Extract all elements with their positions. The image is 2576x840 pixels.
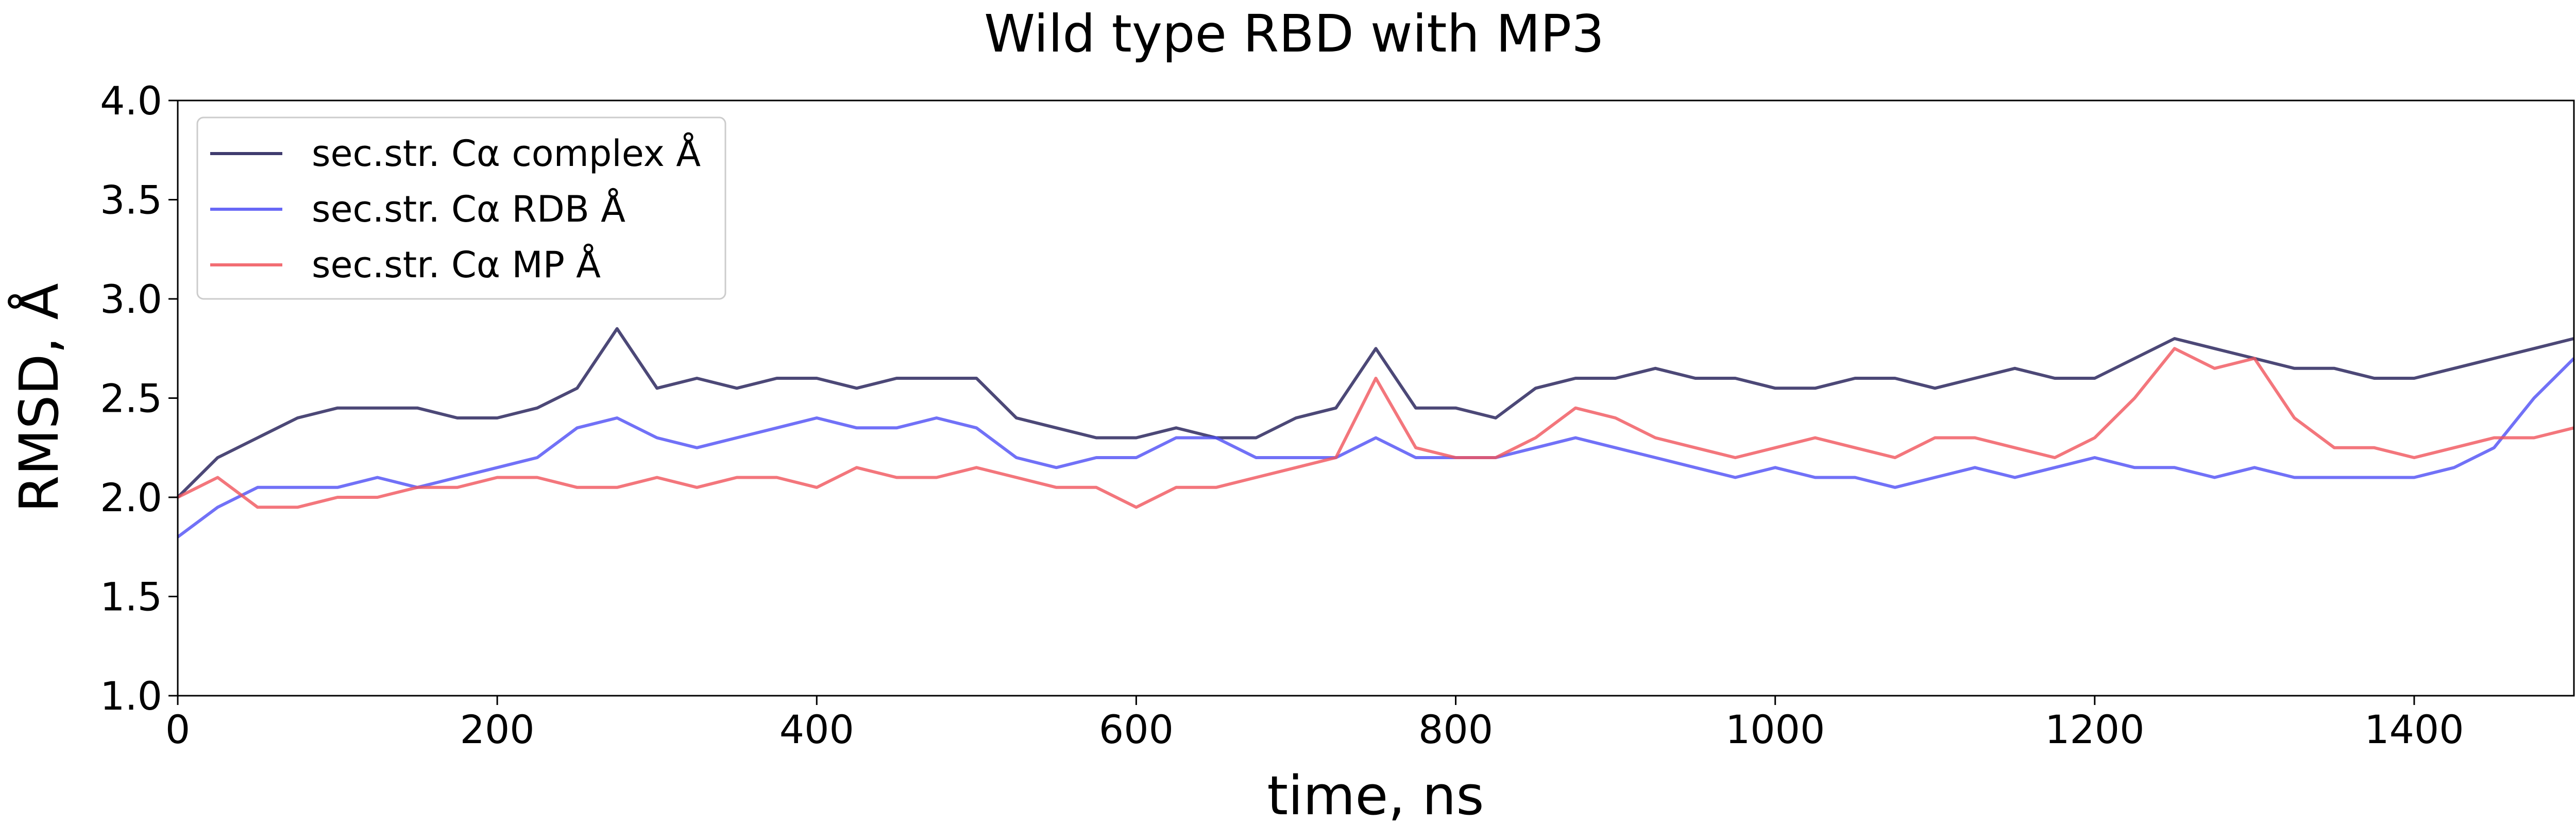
x-tick-label: 200 <box>460 707 535 752</box>
legend-box <box>196 116 726 300</box>
legend-label: sec.str. Cα RDB Å <box>312 188 625 230</box>
legend-label: sec.str. Cα MP Å <box>312 244 601 286</box>
x-tick-label: 0 <box>165 707 190 752</box>
legend: sec.str. Cα complex Å sec.str. Cα RDB Å se… <box>196 116 726 300</box>
series-line-1 <box>176 327 2574 499</box>
series-line-2 <box>177 357 2575 539</box>
y-tick-label: 3.0 <box>100 276 162 322</box>
y-tick-label: 1.5 <box>100 574 162 620</box>
y-axis: 1.0 1.5 2.0 2.5 3.0 3.5 4.0 <box>100 78 178 719</box>
x-tick-label: 1400 <box>2364 707 2464 752</box>
x-tick-label: 400 <box>779 707 854 752</box>
y-tick-label: 2.5 <box>100 376 162 422</box>
y-tick-label: 2.0 <box>100 475 162 520</box>
legend-label: sec.str. Cα complex Å <box>312 132 701 175</box>
x-tick-label: 1200 <box>2045 707 2144 752</box>
chart-title: Wild type RBD with MP3 <box>984 4 1604 64</box>
series-line-3 <box>177 347 2574 509</box>
x-tick-label: 1000 <box>1725 707 1825 752</box>
y-axis-label: RMSD, Å <box>8 283 71 512</box>
x-tick-label: 800 <box>1418 707 1493 752</box>
x-tick-label: 600 <box>1099 707 1174 752</box>
x-axis: 0 200 400 600 800 1000 1200 1400 <box>165 696 2464 752</box>
y-tick-label: 4.0 <box>100 78 162 124</box>
y-tick-label: 3.5 <box>100 177 162 223</box>
y-tick-label: 1.0 <box>100 673 162 719</box>
series-layer <box>176 327 2575 539</box>
x-axis-label: time, ns <box>1267 764 1484 827</box>
